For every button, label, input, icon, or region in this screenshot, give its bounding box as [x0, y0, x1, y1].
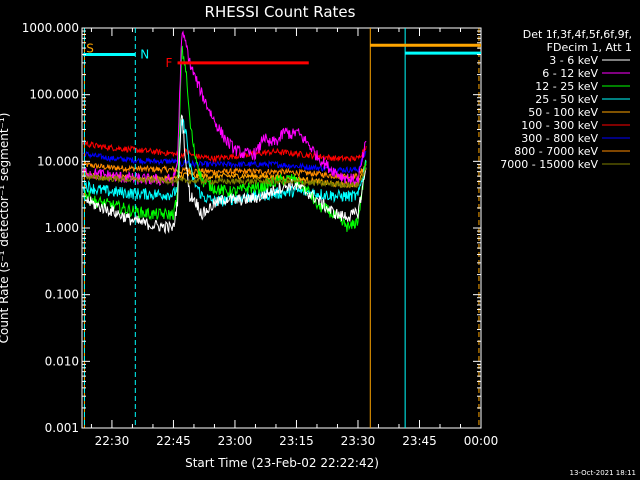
chart-title: RHESSI Count Rates — [205, 3, 356, 21]
legend-entry-label: 300 - 800 keV — [521, 132, 598, 145]
timestamp: 13-Oct-2021 18:11 — [570, 469, 636, 477]
legend-entry-label: 50 - 100 keV — [528, 106, 598, 119]
y-axis-ticks: 0.001 0.010 0.100 1.000 10.000 100.000 1000.00… — [22, 21, 481, 435]
series-group — [82, 30, 367, 235]
series-line-8 — [83, 167, 367, 189]
s-marker-label: S — [86, 42, 94, 56]
legend-entry-label: 7000 - 15000 keV — [500, 158, 598, 171]
y-tick-label: 1.000 — [45, 221, 79, 235]
x-tick-label: 22:30 — [95, 434, 130, 448]
x-axis-label: Start Time (23-Feb-02 22:22:42) — [185, 456, 379, 470]
f-marker-label: F — [166, 56, 173, 70]
y-tick-label: 0.001 — [45, 421, 79, 435]
y-tick-label: 0.100 — [45, 288, 79, 302]
legend-entry-label: 3 - 6 keV — [549, 54, 598, 67]
x-tick-label: 22:45 — [156, 434, 191, 448]
legend-entry-label: 12 - 25 keV — [535, 80, 598, 93]
legend-entry-label: 6 - 12 keV — [542, 67, 598, 80]
series-line-6 — [82, 151, 367, 174]
series-line-0 — [83, 114, 367, 235]
y-tick-label: 100.000 — [29, 88, 79, 102]
series-line-7 — [82, 160, 367, 181]
series-line-5 — [82, 140, 367, 164]
x-tick-label: 23:45 — [402, 434, 437, 448]
n-marker-label: N — [140, 48, 149, 62]
x-tick-label: 23:00 — [218, 434, 253, 448]
legend-header-line-2: FDecim 1, Att 1 — [547, 41, 632, 54]
y-tick-label: 0.010 — [45, 354, 79, 368]
legend: Det 1f,3f,4f,5f,6f,9f, FDecim 1, Att 1 3… — [500, 28, 632, 171]
legend-entry-label: 100 - 300 keV — [521, 119, 598, 132]
legend-header-line-1: Det 1f,3f,4f,5f,6f,9f, — [523, 28, 632, 41]
x-axis-ticks: 22:30 22:45 23:00 23:15 23:30 23:45 00:00 — [90, 28, 499, 448]
y-tick-label: 1000.000 — [22, 21, 79, 35]
x-tick-label: 23:30 — [341, 434, 376, 448]
x-tick-label: 23:15 — [279, 434, 314, 448]
y-tick-label: 10.000 — [37, 154, 79, 168]
y-axis-label: Count Rate (s⁻¹ detector⁻¹ segment⁻¹) — [0, 113, 11, 344]
legend-entry-label: 25 - 50 keV — [535, 93, 598, 106]
legend-entry-label: 800 - 7000 keV — [514, 145, 598, 158]
x-tick-label: 00:00 — [464, 434, 499, 448]
series-line-3 — [82, 118, 367, 207]
